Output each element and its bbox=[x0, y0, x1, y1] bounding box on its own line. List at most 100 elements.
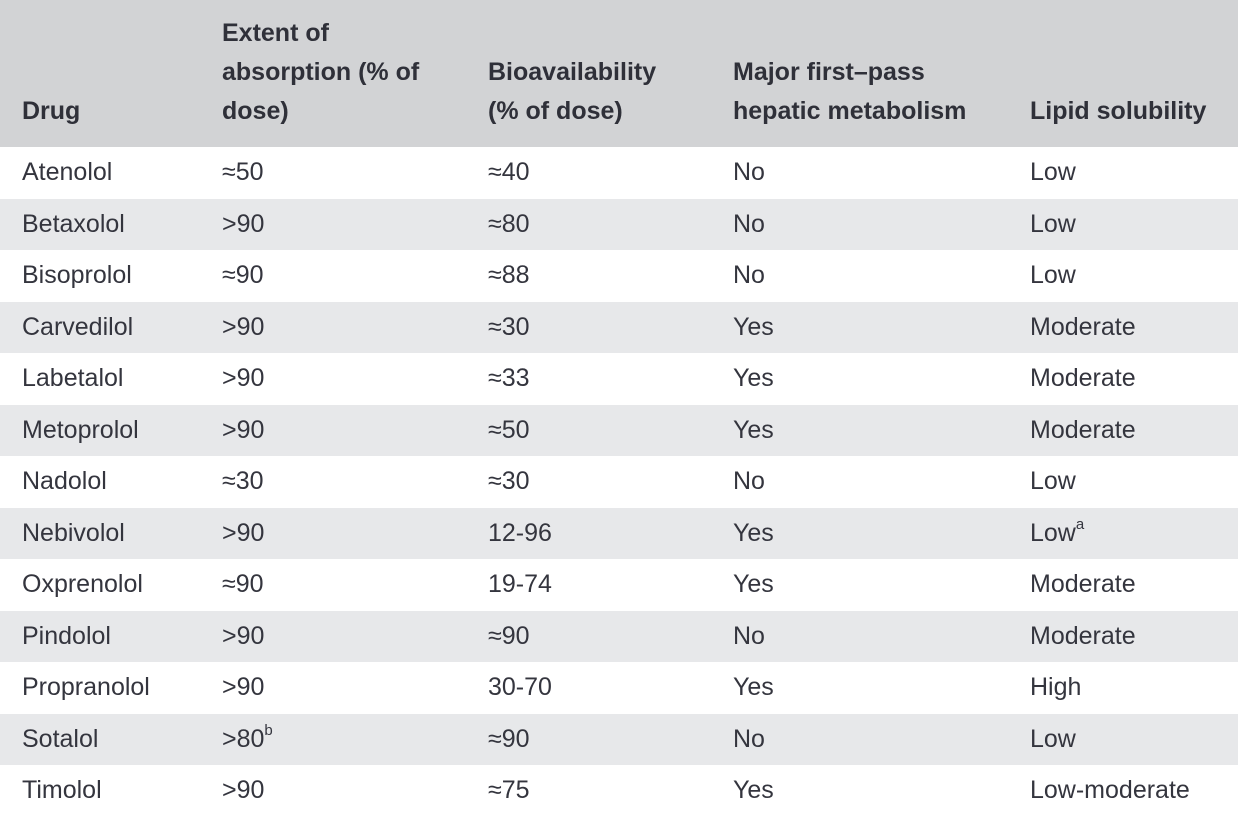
table-row: Carvedilol >90 ≈30 Yes Moderate bbox=[0, 301, 1238, 354]
table-row: Bisoprolol ≈90 ≈88 No Low bbox=[0, 250, 1238, 302]
lipid-value: Moderate bbox=[1030, 364, 1136, 393]
table-row: Timolol >90 ≈75 Yes Low-moderate bbox=[0, 765, 1238, 817]
drug-cell: Nadolol bbox=[0, 456, 200, 508]
extent-cell: >90 bbox=[200, 611, 466, 663]
column-header-label: Major first–pass hepatic metabolism bbox=[733, 58, 967, 125]
metabolism-cell: No bbox=[711, 456, 1008, 508]
column-header-lipid-solubility: Lipid solubility bbox=[1008, 0, 1238, 147]
column-header-bioavailability: Bioavailability (% of dose) bbox=[466, 0, 711, 147]
metabolism-cell: Yes bbox=[711, 662, 1008, 714]
lipid-cell: Lowa bbox=[1008, 508, 1238, 560]
bioavailability-value: ≈30 bbox=[488, 467, 530, 496]
bioavailability-cell: ≈30 bbox=[466, 302, 711, 354]
bioavailability-value: ≈75 bbox=[488, 776, 530, 805]
metabolism-cell: No bbox=[711, 714, 1008, 766]
lipid-cell: Low-moderate bbox=[1008, 765, 1238, 817]
bioavailability-cell: ≈75 bbox=[466, 765, 711, 817]
footnote-marker: b bbox=[264, 722, 273, 740]
bioavailability-value: ≈30 bbox=[488, 312, 530, 341]
extent-value: >80 bbox=[222, 724, 265, 753]
extent-cell: >90 bbox=[200, 302, 466, 354]
table-row: Betaxolol >90 ≈80 No Low bbox=[0, 198, 1238, 251]
extent-value: >90 bbox=[222, 776, 265, 805]
extent-cell: >90 bbox=[200, 765, 466, 817]
extent-value: >90 bbox=[222, 415, 265, 444]
metabolism-cell: Yes bbox=[711, 559, 1008, 611]
extent-cell: >90 bbox=[200, 662, 466, 714]
drug-name: Betaxolol bbox=[22, 209, 125, 238]
lipid-value: Low bbox=[1030, 724, 1076, 753]
extent-cell: ≈90 bbox=[200, 250, 466, 302]
table-row: Labetalol >90 ≈33 Yes Moderate bbox=[0, 353, 1238, 405]
metabolism-value: No bbox=[733, 467, 765, 496]
extent-cell: >90 bbox=[200, 405, 466, 457]
table-row: Oxprenolol ≈90 19-74 Yes Moderate bbox=[0, 559, 1238, 611]
bioavailability-cell: ≈80 bbox=[466, 199, 711, 251]
column-header-label: Lipid solubility bbox=[1030, 97, 1207, 125]
lipid-value: Moderate bbox=[1030, 415, 1136, 444]
metabolism-cell: No bbox=[711, 611, 1008, 663]
table-row: Pindolol >90 ≈90 No Moderate bbox=[0, 610, 1238, 663]
lipid-value: Moderate bbox=[1030, 312, 1136, 341]
metabolism-cell: No bbox=[711, 199, 1008, 251]
table-row: Propranolol >90 30-70 Yes High bbox=[0, 662, 1238, 714]
drug-name: Carvedilol bbox=[22, 312, 134, 341]
lipid-value: Low bbox=[1030, 158, 1076, 187]
lipid-cell: Moderate bbox=[1008, 353, 1238, 405]
metabolism-value: No bbox=[733, 621, 765, 650]
drug-name: Oxprenolol bbox=[22, 570, 143, 599]
lipid-value: Low bbox=[1030, 261, 1076, 290]
column-header-extent-of-absorption: Extent of absorption (% of dose) bbox=[200, 0, 466, 147]
bioavailability-cell: ≈88 bbox=[466, 250, 711, 302]
footnote-marker: a bbox=[1075, 516, 1085, 534]
bioavailability-value: ≈40 bbox=[488, 158, 530, 187]
extent-cell: ≈30 bbox=[200, 456, 466, 508]
drug-name: Labetalol bbox=[22, 364, 124, 393]
lipid-value: Low-moderate bbox=[1030, 776, 1190, 805]
bioavailability-cell: 12-96 bbox=[466, 508, 711, 560]
metabolism-value: No bbox=[733, 724, 765, 753]
header-row: Drug Extent of absorption (% of dose) Bi… bbox=[0, 0, 1238, 147]
extent-cell: >90 bbox=[200, 199, 466, 251]
bioavailability-cell: ≈40 bbox=[466, 147, 711, 199]
lipid-cell: Moderate bbox=[1008, 405, 1238, 457]
table-row: Sotalol >80b ≈90 No Low bbox=[0, 713, 1238, 766]
lipid-value: Moderate bbox=[1030, 621, 1136, 650]
bioavailability-cell: ≈33 bbox=[466, 353, 711, 405]
table-row: Atenolol ≈50 ≈40 No Low bbox=[0, 147, 1238, 199]
extent-value: >90 bbox=[222, 673, 265, 702]
metabolism-cell: Yes bbox=[711, 353, 1008, 405]
lipid-value: Low bbox=[1030, 518, 1076, 547]
bioavailability-value: 19-74 bbox=[488, 570, 552, 599]
metabolism-cell: No bbox=[711, 147, 1008, 199]
drug-cell: Timolol bbox=[0, 765, 200, 817]
drug-name: Atenolol bbox=[22, 158, 113, 187]
metabolism-value: No bbox=[733, 209, 765, 238]
drug-cell: Labetalol bbox=[0, 353, 200, 405]
column-header-label: Extent of absorption (% of dose) bbox=[222, 19, 420, 125]
table-row: Metoprolol >90 ≈50 Yes Moderate bbox=[0, 404, 1238, 457]
bioavailability-value: ≈88 bbox=[488, 261, 530, 290]
lipid-cell: Moderate bbox=[1008, 559, 1238, 611]
extent-value: ≈90 bbox=[222, 570, 264, 599]
extent-value: >90 bbox=[222, 621, 265, 650]
metabolism-cell: Yes bbox=[711, 508, 1008, 560]
lipid-cell: Low bbox=[1008, 714, 1238, 766]
extent-cell: >90 bbox=[200, 353, 466, 405]
extent-value: ≈30 bbox=[222, 467, 264, 496]
extent-cell: ≈90 bbox=[200, 559, 466, 611]
bioavailability-cell: ≈90 bbox=[466, 714, 711, 766]
drug-name: Nebivolol bbox=[22, 518, 125, 547]
bioavailability-value: ≈90 bbox=[488, 724, 530, 753]
bioavailability-cell: ≈30 bbox=[466, 456, 711, 508]
column-header-drug: Drug bbox=[0, 0, 200, 147]
drug-cell: Carvedilol bbox=[0, 302, 200, 354]
bioavailability-cell: ≈90 bbox=[466, 611, 711, 663]
bioavailability-value: ≈50 bbox=[488, 415, 530, 444]
drug-name: Propranolol bbox=[22, 673, 150, 702]
drug-cell: Betaxolol bbox=[0, 199, 200, 251]
extent-cell: >90 bbox=[200, 508, 466, 560]
drug-name: Pindolol bbox=[22, 621, 111, 650]
